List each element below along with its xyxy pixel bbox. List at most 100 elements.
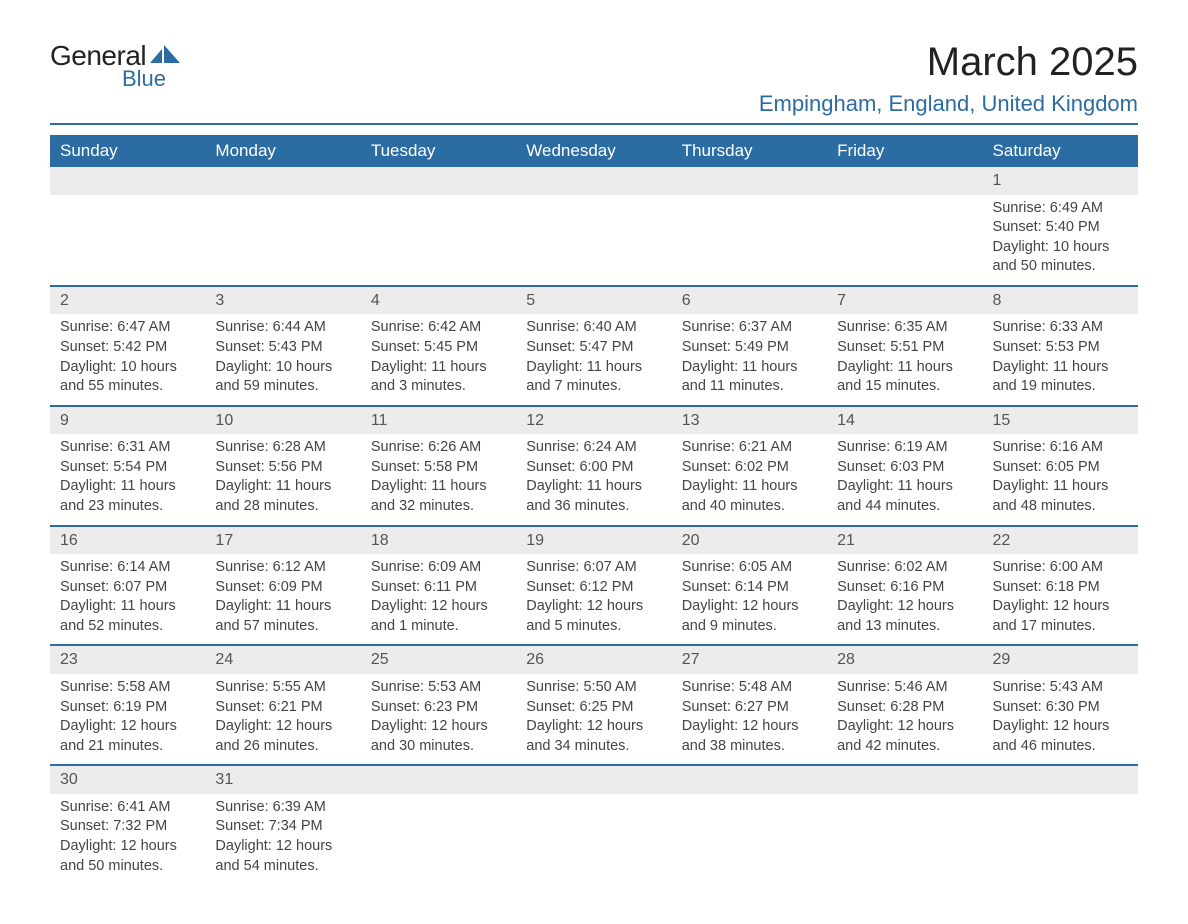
day-detail-cell: Sunrise: 5:48 AMSunset: 6:27 PMDaylight:… — [672, 674, 827, 765]
sunrise-line: Sunrise: 6:28 AM — [215, 438, 350, 458]
sunset-line: Sunset: 6:12 PM — [526, 578, 661, 598]
day-detail-cell — [672, 794, 827, 884]
day-number-cell: 6 — [672, 286, 827, 315]
day-number-cell: 23 — [50, 645, 205, 674]
day-number-cell — [827, 765, 982, 794]
day-number-cell: 22 — [983, 526, 1138, 555]
sunset-line: Sunset: 6:16 PM — [837, 578, 972, 598]
day-number-cell — [983, 765, 1138, 794]
daylight-line: Daylight: 12 hours and 46 minutes. — [993, 717, 1128, 756]
sunset-line: Sunset: 6:00 PM — [526, 458, 661, 478]
sunset-line: Sunset: 6:11 PM — [371, 578, 506, 598]
calendar-body: 1 Sunrise: 6:49 AMSunset: 5:40 PMDayligh… — [50, 167, 1138, 884]
week-detail-row: Sunrise: 5:58 AMSunset: 6:19 PMDaylight:… — [50, 674, 1138, 765]
sunset-line: Sunset: 6:21 PM — [215, 698, 350, 718]
week-detail-row: Sunrise: 6:14 AMSunset: 6:07 PMDaylight:… — [50, 554, 1138, 645]
daylight-line: Daylight: 10 hours and 50 minutes. — [993, 238, 1128, 277]
col-monday: Monday — [205, 135, 360, 167]
sunset-line: Sunset: 6:02 PM — [682, 458, 817, 478]
daylight-line: Daylight: 12 hours and 54 minutes. — [215, 837, 350, 876]
logo: General Blue — [50, 40, 180, 92]
sunset-line: Sunset: 5:56 PM — [215, 458, 350, 478]
day-number-cell: 11 — [361, 406, 516, 435]
day-detail-cell: Sunrise: 6:35 AMSunset: 5:51 PMDaylight:… — [827, 314, 982, 405]
sunset-line: Sunset: 5:51 PM — [837, 338, 972, 358]
day-detail-cell: Sunrise: 6:02 AMSunset: 6:16 PMDaylight:… — [827, 554, 982, 645]
daylight-line: Daylight: 11 hours and 44 minutes. — [837, 477, 972, 516]
sunrise-line: Sunrise: 6:37 AM — [682, 318, 817, 338]
sunrise-line: Sunrise: 5:53 AM — [371, 678, 506, 698]
day-number-cell: 5 — [516, 286, 671, 315]
week-detail-row: Sunrise: 6:49 AMSunset: 5:40 PMDaylight:… — [50, 195, 1138, 286]
day-number-cell: 26 — [516, 645, 671, 674]
col-saturday: Saturday — [983, 135, 1138, 167]
day-number-cell: 31 — [205, 765, 360, 794]
sunrise-line: Sunrise: 6:26 AM — [371, 438, 506, 458]
sunset-line: Sunset: 6:23 PM — [371, 698, 506, 718]
sunrise-line: Sunrise: 6:00 AM — [993, 558, 1128, 578]
daylight-line: Daylight: 11 hours and 3 minutes. — [371, 358, 506, 397]
sunrise-line: Sunrise: 5:50 AM — [526, 678, 661, 698]
day-detail-cell — [983, 794, 1138, 884]
daylight-line: Daylight: 11 hours and 19 minutes. — [993, 358, 1128, 397]
daylight-line: Daylight: 11 hours and 40 minutes. — [682, 477, 817, 516]
daylight-line: Daylight: 12 hours and 34 minutes. — [526, 717, 661, 756]
day-number-cell: 15 — [983, 406, 1138, 435]
sunrise-line: Sunrise: 6:42 AM — [371, 318, 506, 338]
sunset-line: Sunset: 5:43 PM — [215, 338, 350, 358]
col-friday: Friday — [827, 135, 982, 167]
day-number-cell: 9 — [50, 406, 205, 435]
week-daynum-row: 9101112131415 — [50, 406, 1138, 435]
sunrise-line: Sunrise: 6:16 AM — [993, 438, 1128, 458]
sunset-line: Sunset: 7:34 PM — [215, 817, 350, 837]
logo-text-2: Blue — [122, 66, 180, 92]
sunrise-line: Sunrise: 6:24 AM — [526, 438, 661, 458]
week-detail-row: Sunrise: 6:41 AMSunset: 7:32 PMDaylight:… — [50, 794, 1138, 884]
day-detail-cell: Sunrise: 6:00 AMSunset: 6:18 PMDaylight:… — [983, 554, 1138, 645]
day-number-cell — [205, 167, 360, 195]
daylight-line: Daylight: 12 hours and 5 minutes. — [526, 597, 661, 636]
sunrise-line: Sunrise: 6:07 AM — [526, 558, 661, 578]
day-detail-cell — [827, 794, 982, 884]
sunset-line: Sunset: 6:19 PM — [60, 698, 195, 718]
daylight-line: Daylight: 12 hours and 30 minutes. — [371, 717, 506, 756]
day-number-cell: 27 — [672, 645, 827, 674]
day-detail-cell: Sunrise: 6:16 AMSunset: 6:05 PMDaylight:… — [983, 434, 1138, 525]
daylight-line: Daylight: 11 hours and 11 minutes. — [682, 358, 817, 397]
sunrise-line: Sunrise: 6:02 AM — [837, 558, 972, 578]
day-detail-cell: Sunrise: 6:12 AMSunset: 6:09 PMDaylight:… — [205, 554, 360, 645]
sunset-line: Sunset: 6:18 PM — [993, 578, 1128, 598]
day-detail-cell: Sunrise: 5:53 AMSunset: 6:23 PMDaylight:… — [361, 674, 516, 765]
day-number-cell: 24 — [205, 645, 360, 674]
day-detail-cell — [516, 794, 671, 884]
daylight-line: Daylight: 12 hours and 9 minutes. — [682, 597, 817, 636]
calendar-header-row: Sunday Monday Tuesday Wednesday Thursday… — [50, 135, 1138, 167]
sunset-line: Sunset: 5:45 PM — [371, 338, 506, 358]
day-detail-cell: Sunrise: 6:44 AMSunset: 5:43 PMDaylight:… — [205, 314, 360, 405]
day-detail-cell — [361, 794, 516, 884]
day-number-cell — [516, 765, 671, 794]
sunrise-line: Sunrise: 5:55 AM — [215, 678, 350, 698]
day-detail-cell — [516, 195, 671, 286]
daylight-line: Daylight: 12 hours and 13 minutes. — [837, 597, 972, 636]
sunrise-line: Sunrise: 6:31 AM — [60, 438, 195, 458]
day-number-cell: 2 — [50, 286, 205, 315]
day-detail-cell — [361, 195, 516, 286]
day-detail-cell: Sunrise: 5:55 AMSunset: 6:21 PMDaylight:… — [205, 674, 360, 765]
sunrise-line: Sunrise: 6:49 AM — [993, 199, 1128, 219]
sunrise-line: Sunrise: 6:21 AM — [682, 438, 817, 458]
daylight-line: Daylight: 12 hours and 26 minutes. — [215, 717, 350, 756]
daylight-line: Daylight: 11 hours and 48 minutes. — [993, 477, 1128, 516]
daylight-line: Daylight: 11 hours and 57 minutes. — [215, 597, 350, 636]
week-detail-row: Sunrise: 6:31 AMSunset: 5:54 PM Daylight:… — [50, 434, 1138, 525]
day-number-cell: 13 — [672, 406, 827, 435]
sunset-line: Sunset: 6:09 PM — [215, 578, 350, 598]
sunrise-line: Sunrise: 5:48 AM — [682, 678, 817, 698]
sunset-line: Sunset: 5:54 PM — [60, 458, 195, 478]
day-number-cell: 30 — [50, 765, 205, 794]
day-detail-cell: Sunrise: 6:49 AMSunset: 5:40 PMDaylight:… — [983, 195, 1138, 286]
day-number-cell — [672, 765, 827, 794]
sunset-line: Sunset: 6:07 PM — [60, 578, 195, 598]
day-number-cell: 20 — [672, 526, 827, 555]
day-detail-cell: Sunrise: 6:24 AMSunset: 6:00 PMDaylight:… — [516, 434, 671, 525]
